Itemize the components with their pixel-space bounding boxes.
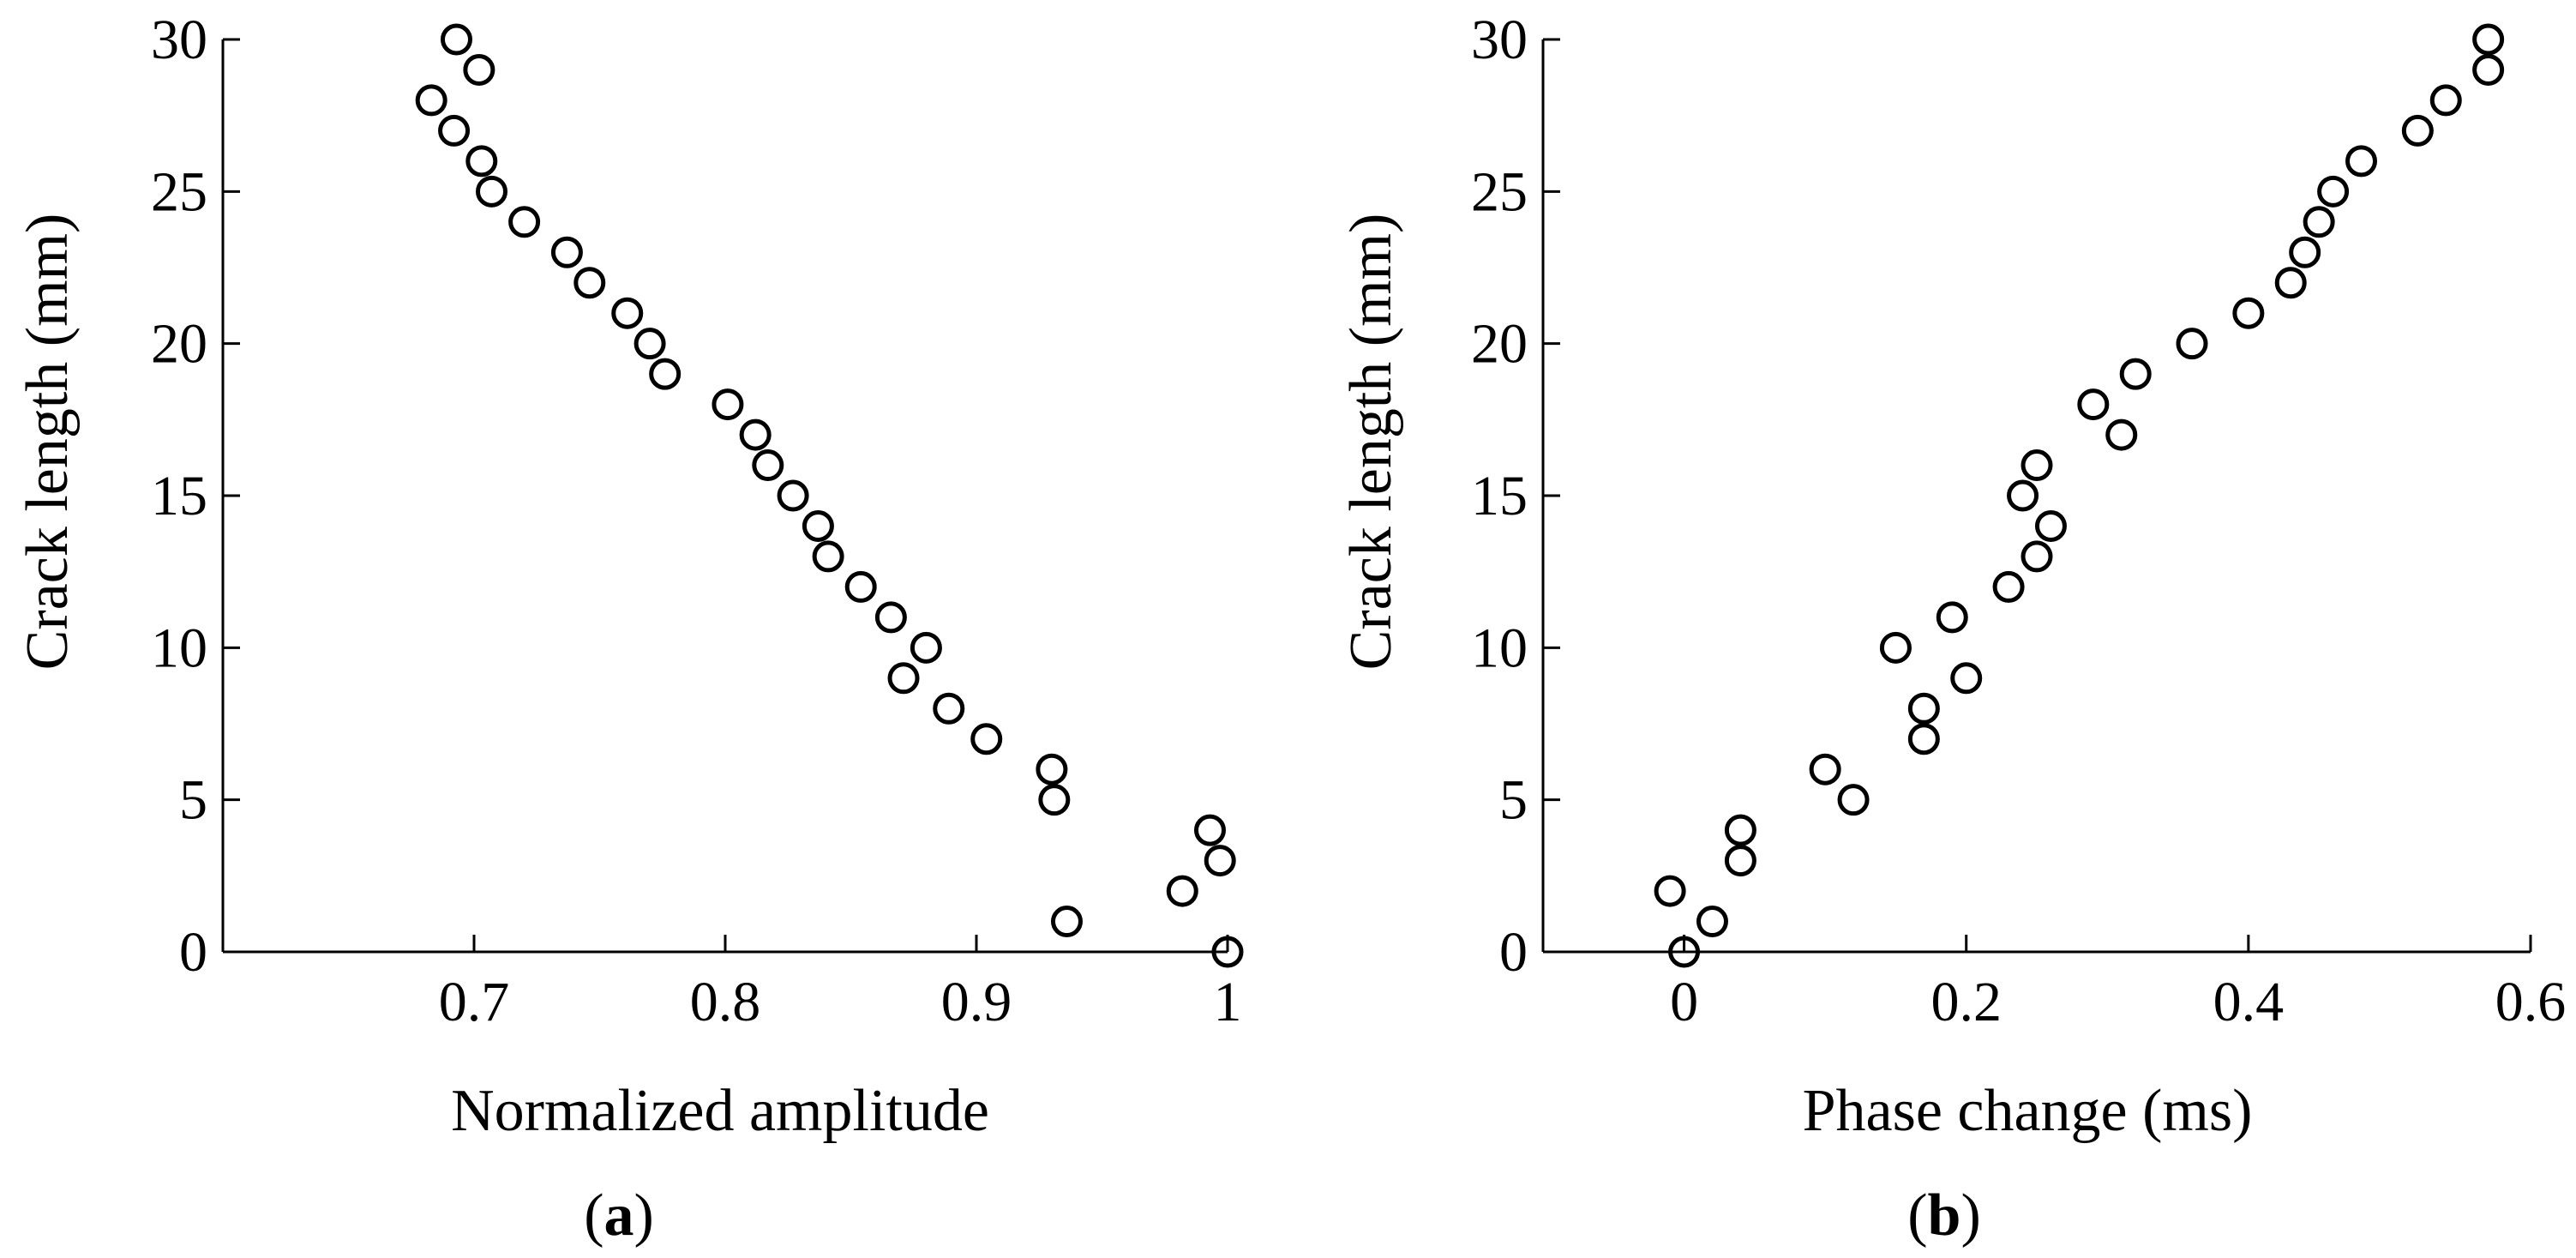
- panel-b-data-point: [2119, 358, 2152, 390]
- panel-b-y-tick-label: 0: [1499, 921, 1528, 984]
- panel-b-data-point: [2034, 509, 2067, 542]
- panel-b-data-point: [1879, 631, 1912, 664]
- panel-b-data-point: [1809, 753, 1841, 785]
- panel-b-data-point: [2077, 388, 2110, 421]
- panel-b-data-point: [2401, 114, 2434, 147]
- panel-a-data-point: [933, 692, 965, 725]
- panel-b-data-point: [2232, 297, 2265, 329]
- panel-b-data-point: [2274, 267, 2307, 299]
- panel-b-data-point: [1992, 570, 2025, 603]
- panel-b-x-tick-label: 0: [1670, 971, 1698, 1033]
- panel-a-y-tick-label: 20: [151, 313, 207, 376]
- panel-b-y-tick-label: 20: [1471, 313, 1528, 376]
- panel-b-data-point: [1724, 845, 1756, 877]
- panel-a-data-point: [633, 328, 666, 360]
- panel-a-y-tick-label: 30: [151, 9, 207, 71]
- panel-a-data-point: [802, 509, 834, 542]
- panel-b-chart: Crack length (mm) Phase change (ms) (b) …: [1338, 9, 2566, 1249]
- panel-b-y-tick-label: 30: [1471, 9, 1528, 71]
- panel-b-y-tick-label: 15: [1471, 465, 1528, 527]
- panel-a-data-point: [573, 267, 606, 299]
- panel-a-data-point: [1211, 936, 1244, 968]
- panel-b-x-axis-title: Phase change (ms): [1803, 1078, 2253, 1144]
- panel-b-data-point: [2303, 206, 2335, 238]
- panel-b-data-point: [1936, 601, 1968, 634]
- panel-a-data-point: [1204, 845, 1236, 877]
- panel-a-data-point: [508, 206, 541, 238]
- panel-a-y-tick-label: 5: [179, 769, 207, 832]
- panel-a-x-tick-label: 0.8: [690, 971, 761, 1033]
- panel-b-data-point: [1907, 723, 1940, 755]
- panel-b-x-tick-label: 0.4: [2213, 971, 2285, 1033]
- panel-b-data-point: [2345, 145, 2378, 178]
- panel-b-data-point: [1837, 784, 1870, 816]
- panel-a-y-axis-title: Crack length (mm): [15, 214, 81, 671]
- panel-b-x-tick-label: 0.6: [2495, 971, 2567, 1033]
- panel-b-data-point: [1654, 875, 1686, 907]
- panel-a-data-point: [777, 479, 809, 512]
- panel-a-data-point: [1038, 784, 1071, 816]
- panel-b-data-point: [2289, 236, 2321, 268]
- panel-b-y-tick-label: 10: [1471, 617, 1528, 679]
- panel-a-data-point: [739, 418, 772, 451]
- panel-a-data-point: [550, 236, 583, 268]
- panel-a-data-point: [1166, 875, 1198, 907]
- panel-b-data-point: [2021, 449, 2053, 482]
- panel-a-data-point: [465, 145, 498, 178]
- panel-a-data-point: [1050, 906, 1083, 938]
- panel-b-data-point: [2105, 418, 2138, 451]
- panel-b-data-point: [2176, 328, 2208, 360]
- panel-a-data-point: [712, 388, 744, 421]
- panel-a-y-tick-label: 0: [179, 921, 207, 984]
- panel-b-data-point: [1696, 906, 1728, 938]
- panel-a-y-tick-label: 25: [151, 160, 207, 223]
- panel-b-data-point: [2429, 84, 2462, 117]
- panel-b-x-tick-label: 0.2: [1930, 971, 2002, 1033]
- panel-a-x-tick-label: 0.9: [941, 971, 1012, 1033]
- panel-a-data-point: [1193, 814, 1226, 846]
- panel-a-data-point: [844, 570, 877, 603]
- panel-a-y-tick-label: 10: [151, 617, 207, 679]
- panel-b-y-axis-title: Crack length (mm): [1338, 214, 1404, 671]
- panel-b-y-tick-label: 25: [1471, 160, 1528, 223]
- panel-b-caption: (b): [1907, 1183, 1981, 1249]
- panel-b-data-point: [2317, 175, 2350, 208]
- panel-a-data-point: [970, 723, 1003, 755]
- panel-a-data-point: [463, 53, 495, 86]
- panel-a-data-point: [649, 358, 682, 390]
- panel-a-data-point: [812, 540, 844, 573]
- panel-a-data-point: [476, 175, 508, 208]
- panel-b-data-point: [2472, 23, 2505, 56]
- panel-b-y-tick-label: 5: [1499, 769, 1528, 832]
- panel-a-data-point: [1036, 753, 1068, 785]
- panel-a-x-tick-label: 0.7: [439, 971, 510, 1033]
- panel-a-chart: Crack length (mm) Normalized amplitude (…: [15, 9, 1244, 1249]
- panel-b-data-point: [2472, 53, 2505, 86]
- panel-b-data-point: [1668, 936, 1701, 968]
- panel-b-data-point: [1950, 662, 1983, 695]
- panel-a-data-point: [611, 297, 644, 329]
- panel-b-data-point: [1724, 814, 1756, 846]
- panel-a-data-point: [910, 631, 942, 664]
- panel-a-data-point: [415, 84, 447, 117]
- panel-a-data-point: [752, 449, 784, 482]
- panel-b-data-point: [2021, 540, 2053, 573]
- panel-b-data-point: [2007, 479, 2039, 512]
- panel-a-x-tick-label: 1: [1214, 971, 1242, 1033]
- panel-a-data-point: [874, 601, 907, 634]
- panel-a-y-tick-label: 15: [151, 465, 207, 527]
- panel-b-data-point: [1907, 692, 1940, 725]
- panel-a-data-point: [887, 662, 920, 695]
- panel-a-caption: (a): [584, 1183, 654, 1249]
- panel-a-data-point: [438, 114, 471, 147]
- panel-a-x-axis-title: Normalized amplitude: [451, 1078, 989, 1144]
- panel-a-data-point: [440, 23, 472, 56]
